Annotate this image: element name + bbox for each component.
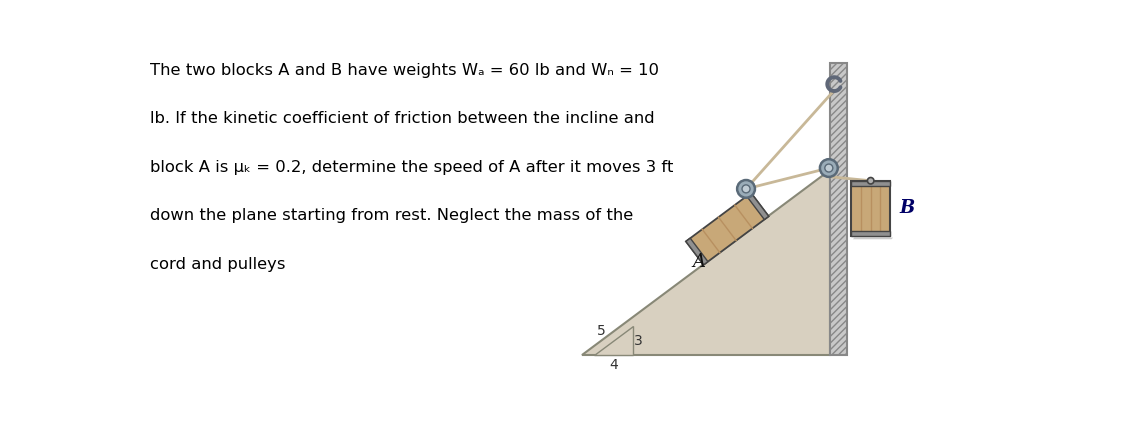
Polygon shape xyxy=(853,238,893,239)
Circle shape xyxy=(825,164,832,172)
Text: A: A xyxy=(692,253,705,271)
Polygon shape xyxy=(594,326,632,355)
Text: B: B xyxy=(899,199,915,218)
Bar xyxy=(852,181,890,236)
Circle shape xyxy=(742,185,750,193)
Circle shape xyxy=(737,180,755,198)
Bar xyxy=(830,62,847,355)
Text: lb. If the kinetic coefficient of friction between the incline and: lb. If the kinetic coefficient of fricti… xyxy=(150,111,655,126)
Text: cord and pulleys: cord and pulleys xyxy=(150,257,286,272)
Text: block A is μₖ = 0.2, determine the speed of A after it moves 3 ft: block A is μₖ = 0.2, determine the speed… xyxy=(150,159,673,175)
Circle shape xyxy=(820,159,838,177)
Bar xyxy=(830,62,847,355)
Text: down the plane starting from rest. Neglect the mass of the: down the plane starting from rest. Negle… xyxy=(150,208,633,223)
Text: 4: 4 xyxy=(609,358,618,372)
Polygon shape xyxy=(583,170,830,355)
Circle shape xyxy=(867,178,874,184)
Polygon shape xyxy=(686,193,768,265)
Bar xyxy=(852,181,890,186)
Text: 5: 5 xyxy=(597,324,606,338)
Text: 3: 3 xyxy=(633,334,642,348)
Text: The two blocks A and B have weights Wₐ = 60 lb and Wₙ = 10: The two blocks A and B have weights Wₐ =… xyxy=(150,62,659,77)
Polygon shape xyxy=(686,238,708,265)
Bar xyxy=(852,231,890,236)
Polygon shape xyxy=(747,193,768,220)
